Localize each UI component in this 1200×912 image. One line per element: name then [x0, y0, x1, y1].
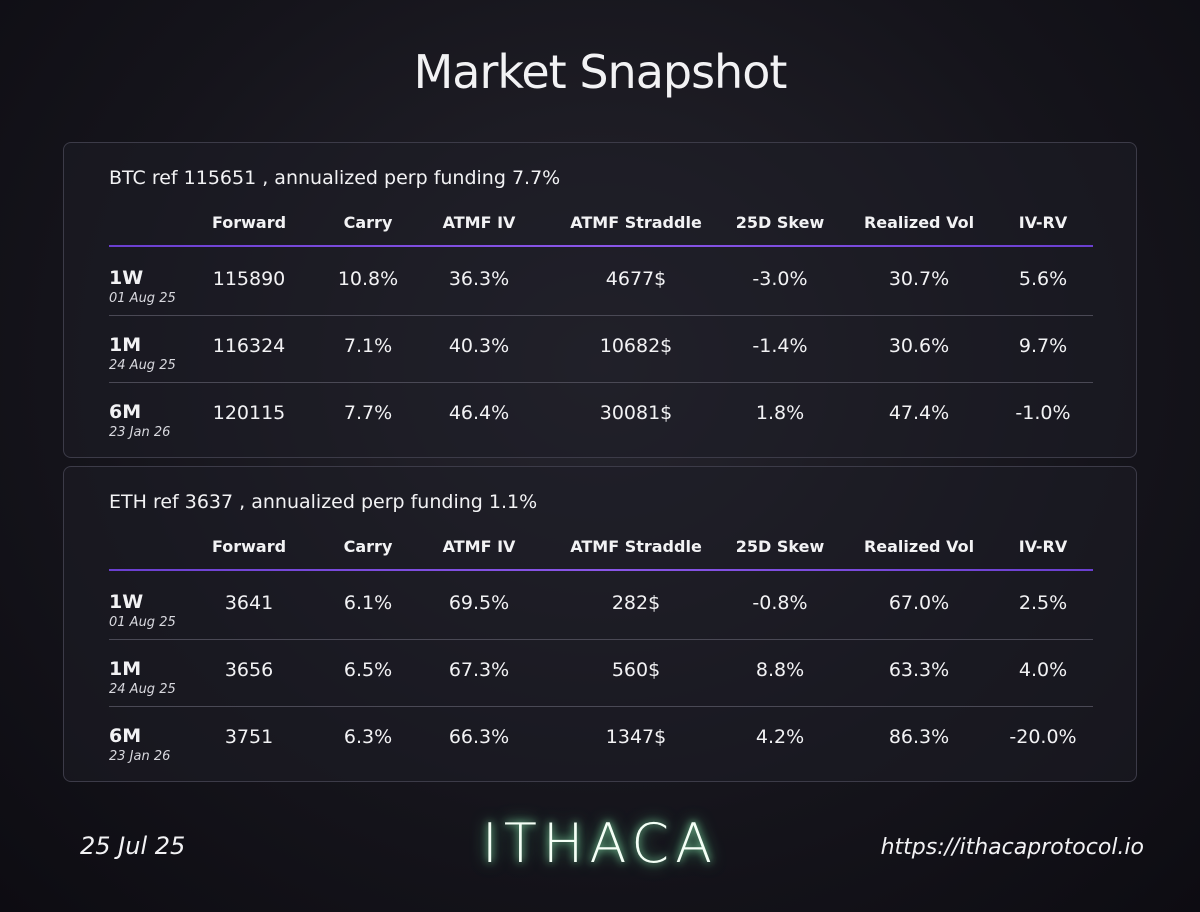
column-header: 25D Skew [735, 213, 825, 232]
title: Market Snapshot [413, 45, 788, 99]
table-cell: -1.0% [1015, 402, 1071, 424]
header-rule [109, 245, 1093, 247]
table-cell: 5.6% [1018, 268, 1068, 290]
table-cell: 6.5% [343, 659, 393, 681]
row-rule [109, 382, 1093, 383]
table-cell: 46.4% [448, 402, 510, 424]
table-cell: 1.8% [755, 402, 805, 424]
row-tenor: 1M [109, 658, 142, 680]
column-header: Realized Vol [863, 213, 975, 232]
table-cell: 4.0% [1018, 659, 1068, 681]
table-cell: 7.1% [343, 335, 393, 357]
table-cell: 30081$ [599, 402, 673, 424]
column-header: IV-RV [1018, 537, 1068, 556]
column-header: Forward [211, 213, 287, 232]
table-cell: 67.3% [448, 659, 510, 681]
column-header: ATMF Straddle [570, 213, 702, 232]
logo: ITHACA [481, 812, 719, 875]
table-caption: ETH ref 3637 , annualized perp funding 1… [109, 491, 538, 513]
column-header: Carry [343, 537, 393, 556]
table-cell: 116324 [212, 335, 286, 357]
table-cell: 4.2% [755, 726, 805, 748]
table-cell: 6.3% [343, 726, 393, 748]
table-cell: 86.3% [888, 726, 950, 748]
row-date: 01 Aug 25 [109, 291, 176, 306]
row-date: 23 Jan 26 [109, 749, 171, 764]
table-cell: 67.0% [888, 592, 950, 614]
table-cell: 3751 [224, 726, 274, 748]
table-caption: BTC ref 115651 , annualized perp funding… [109, 167, 561, 189]
column-header: 25D Skew [735, 537, 825, 556]
table-cell: 115890 [212, 268, 286, 290]
table-cell: 66.3% [448, 726, 510, 748]
table-cell: 3641 [224, 592, 274, 614]
footer-date: 25 Jul 25 [80, 832, 186, 860]
table-cell: 30.6% [888, 335, 950, 357]
column-header: IV-RV [1018, 213, 1068, 232]
row-tenor: 1W [109, 267, 144, 289]
row-date: 23 Jan 26 [109, 425, 171, 440]
table-cell: 6.1% [343, 592, 393, 614]
row-date: 24 Aug 25 [109, 358, 176, 373]
row-date: 24 Aug 25 [109, 682, 176, 697]
table-cell: 10.8% [337, 268, 399, 290]
table-panel: BTC ref 115651 , annualized perp funding… [63, 142, 1137, 458]
footer-url: https://ithacaprotocol.io [880, 835, 1144, 860]
table-cell: 10682$ [599, 335, 673, 357]
table-cell: 560$ [611, 659, 661, 681]
row-tenor: 1W [109, 591, 144, 613]
column-header: ATMF IV [442, 537, 516, 556]
row-rule [109, 315, 1093, 316]
table-cell: 3656 [224, 659, 274, 681]
table-cell: -3.0% [752, 268, 808, 290]
table-cell: 282$ [611, 592, 661, 614]
row-rule [109, 639, 1093, 640]
table-cell: 4677$ [605, 268, 667, 290]
table-cell: 1347$ [605, 726, 667, 748]
column-header: Realized Vol [863, 537, 975, 556]
table-cell: 63.3% [888, 659, 950, 681]
table-cell: 7.7% [343, 402, 393, 424]
column-header: ATMF IV [442, 213, 516, 232]
table-cell: 47.4% [888, 402, 950, 424]
column-header: ATMF Straddle [570, 537, 702, 556]
header-rule [109, 569, 1093, 571]
table-cell: 120115 [212, 402, 286, 424]
table-cell: 69.5% [448, 592, 510, 614]
table-cell: -1.4% [752, 335, 808, 357]
row-date: 01 Aug 25 [109, 615, 176, 630]
column-header: Carry [343, 213, 393, 232]
column-header: Forward [211, 537, 287, 556]
row-tenor: 1M [109, 334, 142, 356]
table-cell: 30.7% [888, 268, 950, 290]
table-cell: -20.0% [1009, 726, 1077, 748]
table-cell: 36.3% [448, 268, 510, 290]
table-cell: 8.8% [755, 659, 805, 681]
table-panel: ETH ref 3637 , annualized perp funding 1… [63, 466, 1137, 782]
table-cell: -0.8% [752, 592, 808, 614]
table-cell: 2.5% [1018, 592, 1068, 614]
row-tenor: 6M [109, 725, 142, 747]
table-cell: 40.3% [448, 335, 510, 357]
row-rule [109, 706, 1093, 707]
table-cell: 9.7% [1018, 335, 1068, 357]
row-tenor: 6M [109, 401, 142, 423]
